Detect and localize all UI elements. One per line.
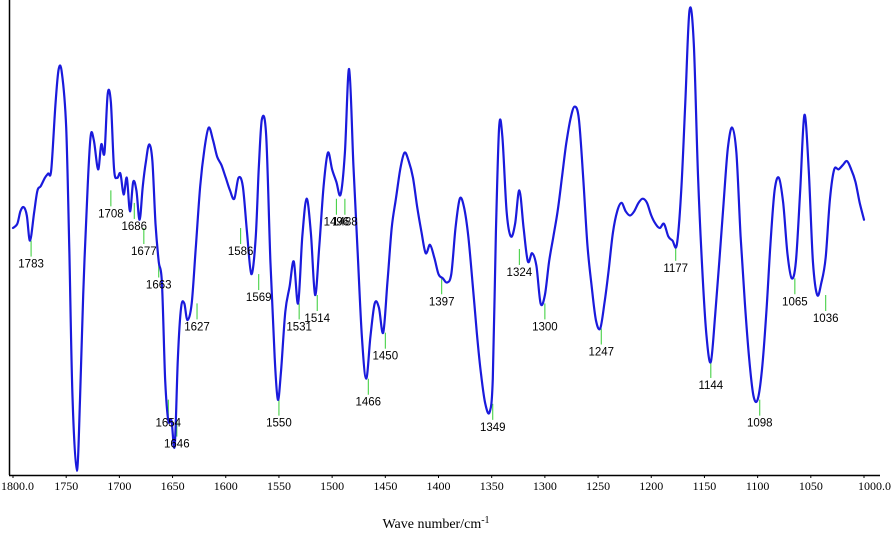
x-tick-label: 1650 <box>161 479 185 493</box>
peak-label: 1397 <box>429 296 455 308</box>
spectrum-line <box>11 6 866 472</box>
peak-label: 1177 <box>663 263 688 275</box>
peak-label: 1247 <box>588 346 614 358</box>
peak-label: 1300 <box>532 321 558 333</box>
x-axis-title: Wave number/cm-1 <box>382 515 489 532</box>
x-tick-label: 1350 <box>480 479 504 493</box>
peak-label: 1569 <box>246 292 272 304</box>
x-tick-label: 1000.0 <box>858 479 891 493</box>
peak-label: 1450 <box>373 351 399 363</box>
peak-markers <box>30 190 827 437</box>
x-tick-label: 1050 <box>799 479 823 493</box>
peak-label: 1550 <box>266 418 292 430</box>
peak-label: 1324 <box>507 267 533 279</box>
x-tick-label: 1300 <box>533 479 557 493</box>
peak-label: 1065 <box>782 296 808 308</box>
x-tick-label: 1550 <box>267 479 291 493</box>
peak-label: 1646 <box>164 439 190 451</box>
peak-label: 1663 <box>146 280 172 292</box>
peak-label: 1349 <box>480 422 506 434</box>
x-tick-label: 1250 <box>586 479 610 493</box>
peak-label: 1036 <box>813 313 839 325</box>
peak-label: 1488 <box>332 217 358 229</box>
x-tick-label: 1800.0 <box>1 479 34 493</box>
peak-label: 1654 <box>156 418 182 430</box>
peak-label: 1677 <box>131 246 157 258</box>
axes <box>8 0 880 477</box>
x-tick-label: 1100 <box>746 479 770 493</box>
peak-label: 1144 <box>698 380 723 392</box>
peak-label: 1514 <box>304 313 330 325</box>
x-axis-title-sup: -1 <box>481 515 489 526</box>
peak-label: 1098 <box>747 418 773 430</box>
x-tick-label: 1500 <box>320 479 344 493</box>
x-tick-label: 1700 <box>107 479 131 493</box>
x-axis-ticks: 1800.0 1750 1700 1650 1600 1550 1500 1450 1400 13… <box>1 475 891 493</box>
peak-label: 1531 <box>286 321 312 333</box>
peak-label: 1466 <box>355 397 381 409</box>
x-axis-title-text: Wave number/cm <box>382 517 481 532</box>
peak-label: 1686 <box>121 221 147 233</box>
x-tick-label: 1400 <box>427 479 451 493</box>
peak-label: 1496 <box>324 217 350 229</box>
peak-label: 1708 <box>98 208 124 220</box>
x-tick-label: 1600 <box>214 479 238 493</box>
peak-label: 1627 <box>184 321 210 333</box>
x-tick-label: 1750 <box>54 479 78 493</box>
x-tick-label: 1200 <box>639 479 663 493</box>
x-tick-label: 1450 <box>373 479 397 493</box>
peak-label: 1783 <box>18 259 44 271</box>
peak-label: 1586 <box>228 246 254 258</box>
x-tick-label: 1150 <box>693 479 717 493</box>
